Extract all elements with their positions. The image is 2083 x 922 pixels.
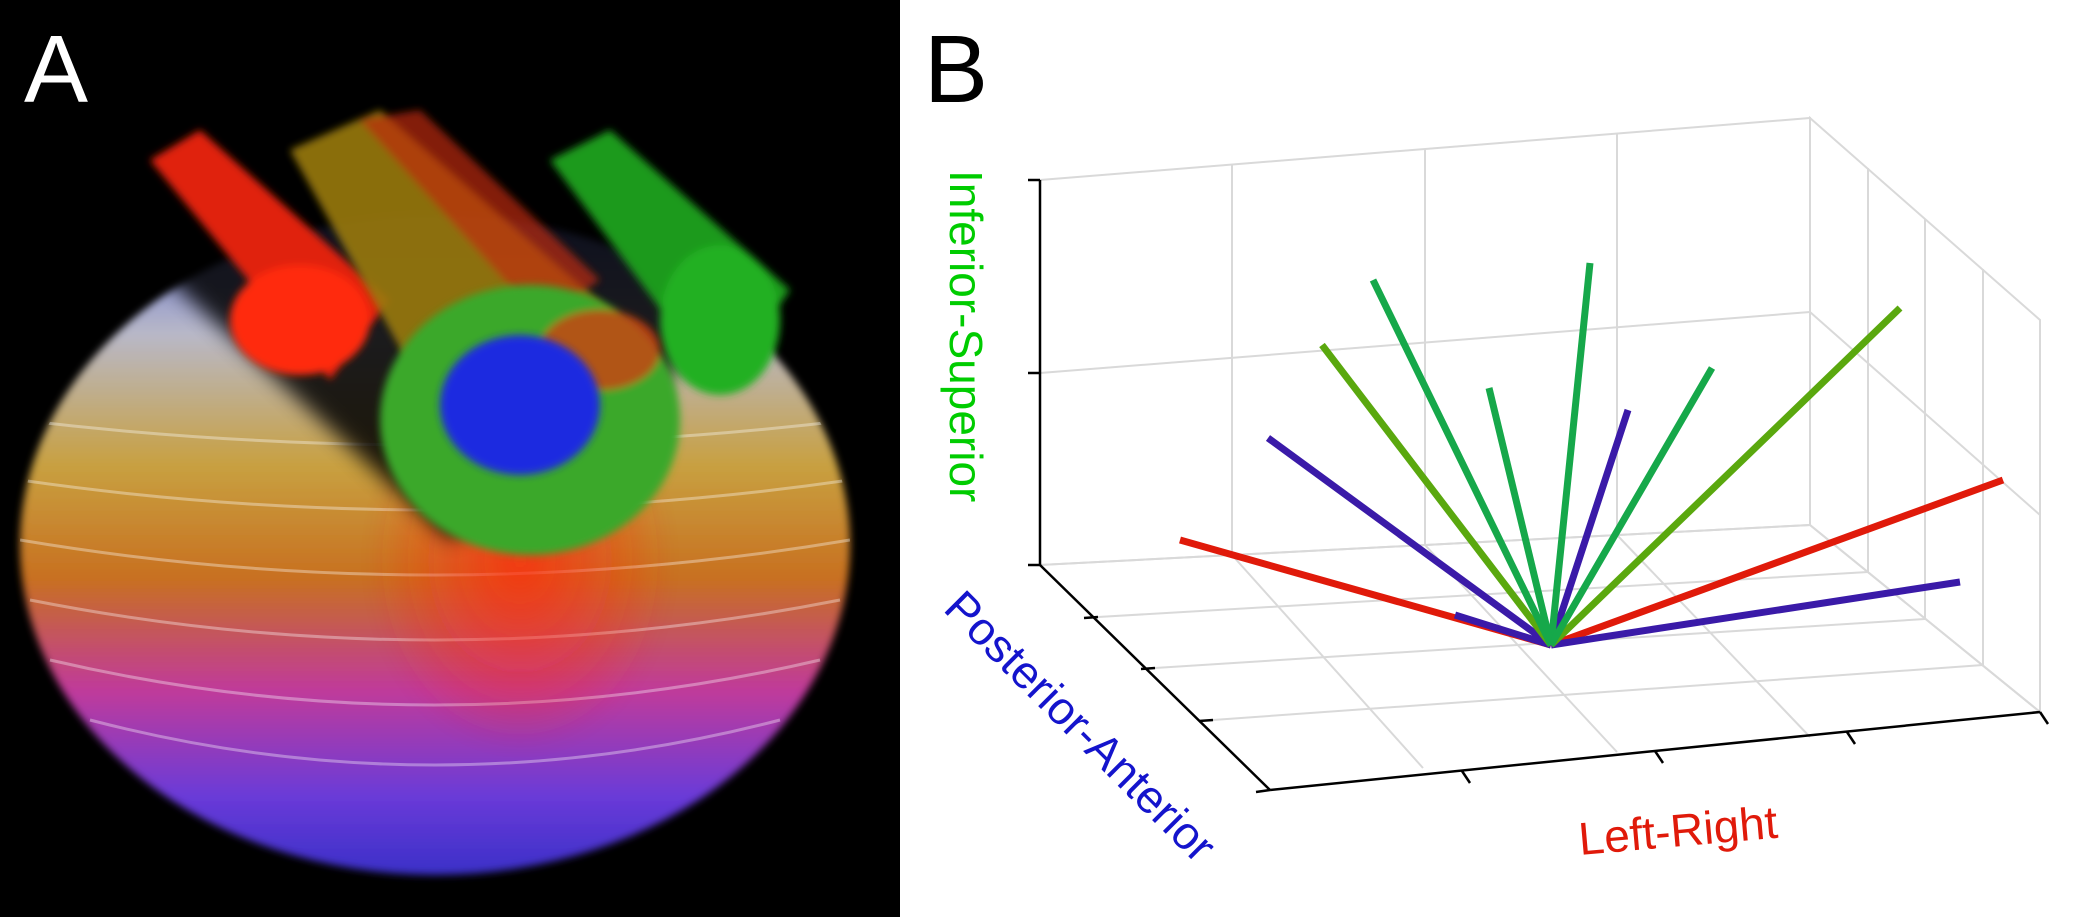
vector-blue-left <box>1265 435 1554 648</box>
vector-green-1 <box>1369 278 1555 647</box>
axis-label-posterior-anterior: Posterior-Anterior <box>935 580 1227 872</box>
vector-green-4 <box>1547 366 1716 647</box>
panel-b-label: B <box>924 16 989 123</box>
volume-render-image <box>20 90 850 875</box>
3d-axes-plot: Inferior-Superior Posterior-Anterior Lef… <box>935 115 2050 872</box>
grid-floor <box>1039 524 2041 769</box>
vector-blue-short <box>1453 611 1553 649</box>
grid-right-wall <box>1809 115 2041 715</box>
y-axis-line <box>1039 564 1271 791</box>
vector-olive-left <box>1319 342 1554 648</box>
vector-olive-right <box>1548 305 1903 648</box>
panel-a-label: A <box>24 16 89 123</box>
axis-label-inferior-superior: Inferior-Superior <box>940 170 992 502</box>
vector-red-right <box>1549 476 2005 649</box>
axis-label-left-right: Left-Right <box>1576 796 1779 865</box>
grid-back-wall <box>1039 116 1811 567</box>
vector-blue-up <box>1547 408 1632 647</box>
red-cylinder <box>150 130 390 380</box>
green-cylinder <box>550 130 790 395</box>
vector-green-2 <box>1547 262 1594 646</box>
vector-green-3 <box>1485 387 1555 646</box>
panel-a-volume-render: A <box>0 0 900 917</box>
blue-core <box>440 335 600 475</box>
axes-frame <box>1028 178 2050 794</box>
vector-blue-right <box>1550 578 1961 649</box>
direction-vectors <box>1179 262 2005 649</box>
panel-b-direction-plot: B <box>900 0 2083 917</box>
